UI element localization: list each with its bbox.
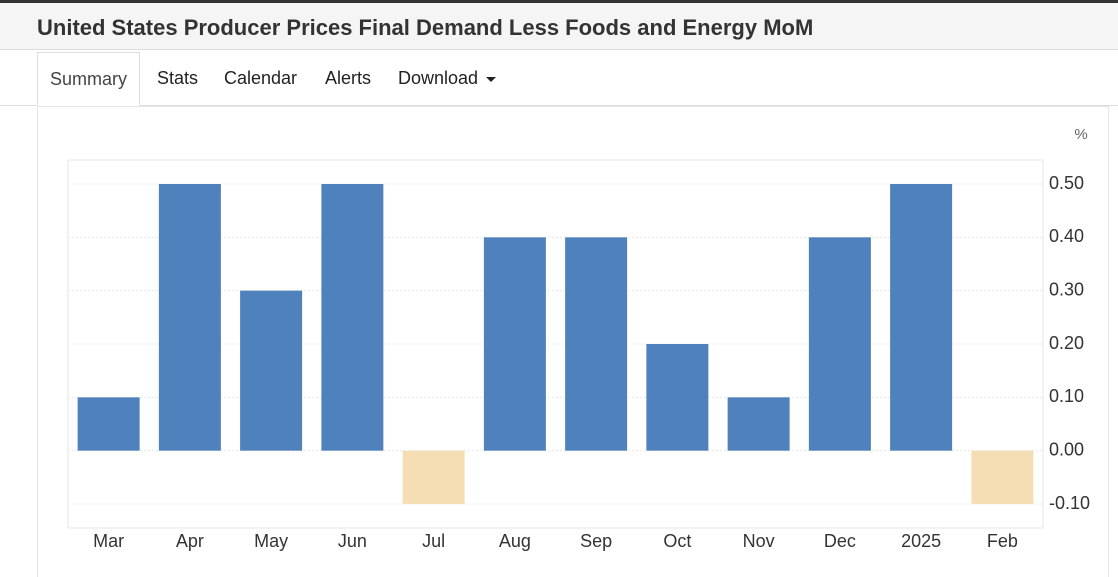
x-tick-label: Aug	[499, 531, 531, 551]
bar	[402, 450, 465, 504]
unit-label: %	[1074, 126, 1087, 143]
bar	[808, 237, 871, 451]
y-tick-label: 0.50	[1049, 173, 1084, 193]
tab[interactable]: Calendar	[224, 68, 298, 88]
y-tick-label: 0.10	[1049, 386, 1084, 406]
bar	[565, 237, 628, 451]
y-tick-label: 0.20	[1049, 333, 1084, 353]
bar	[240, 290, 303, 451]
tab[interactable]: Stats	[157, 68, 199, 88]
y-tick-label: -0.10	[1049, 493, 1090, 513]
x-tick-label: Mar	[93, 531, 124, 551]
tab-bar: Summary Stats Calendar Alerts Download	[0, 52, 1118, 106]
x-tick-label: Sep	[580, 531, 612, 551]
x-tick-label: Oct	[663, 531, 691, 551]
bar	[158, 184, 221, 451]
y-tick-label: 0.40	[1049, 226, 1084, 246]
bar	[971, 450, 1034, 504]
bar	[646, 344, 709, 451]
tab[interactable]: Download	[398, 52, 497, 105]
y-tick-label: 0.30	[1049, 279, 1084, 299]
page-title: United States Producer Prices Final Dema…	[37, 15, 814, 40]
bar	[321, 184, 384, 451]
bar	[890, 184, 953, 451]
bar	[77, 397, 140, 451]
tab[interactable]: Summary	[37, 52, 141, 106]
bar	[727, 397, 790, 451]
x-tick-label: Nov	[743, 531, 775, 551]
x-tick-label: Jun	[338, 531, 367, 551]
x-tick-label: Dec	[824, 531, 856, 551]
tab-label[interactable]: Download	[398, 68, 479, 88]
y-tick-label: 0.00	[1049, 439, 1084, 459]
chart-frame	[37, 106, 1109, 577]
x-tick-label: Jul	[422, 531, 445, 551]
x-tick-label: Apr	[176, 531, 204, 551]
dropdown-caret	[486, 76, 497, 82]
x-tick-label: Feb	[987, 531, 1018, 551]
tab[interactable]: Alerts	[325, 68, 372, 88]
bar	[483, 237, 546, 451]
x-tick-label: 2025	[901, 531, 941, 551]
title-bar: United States Producer Prices Final Dema…	[0, 0, 1118, 50]
x-tick-label: May	[254, 531, 288, 551]
